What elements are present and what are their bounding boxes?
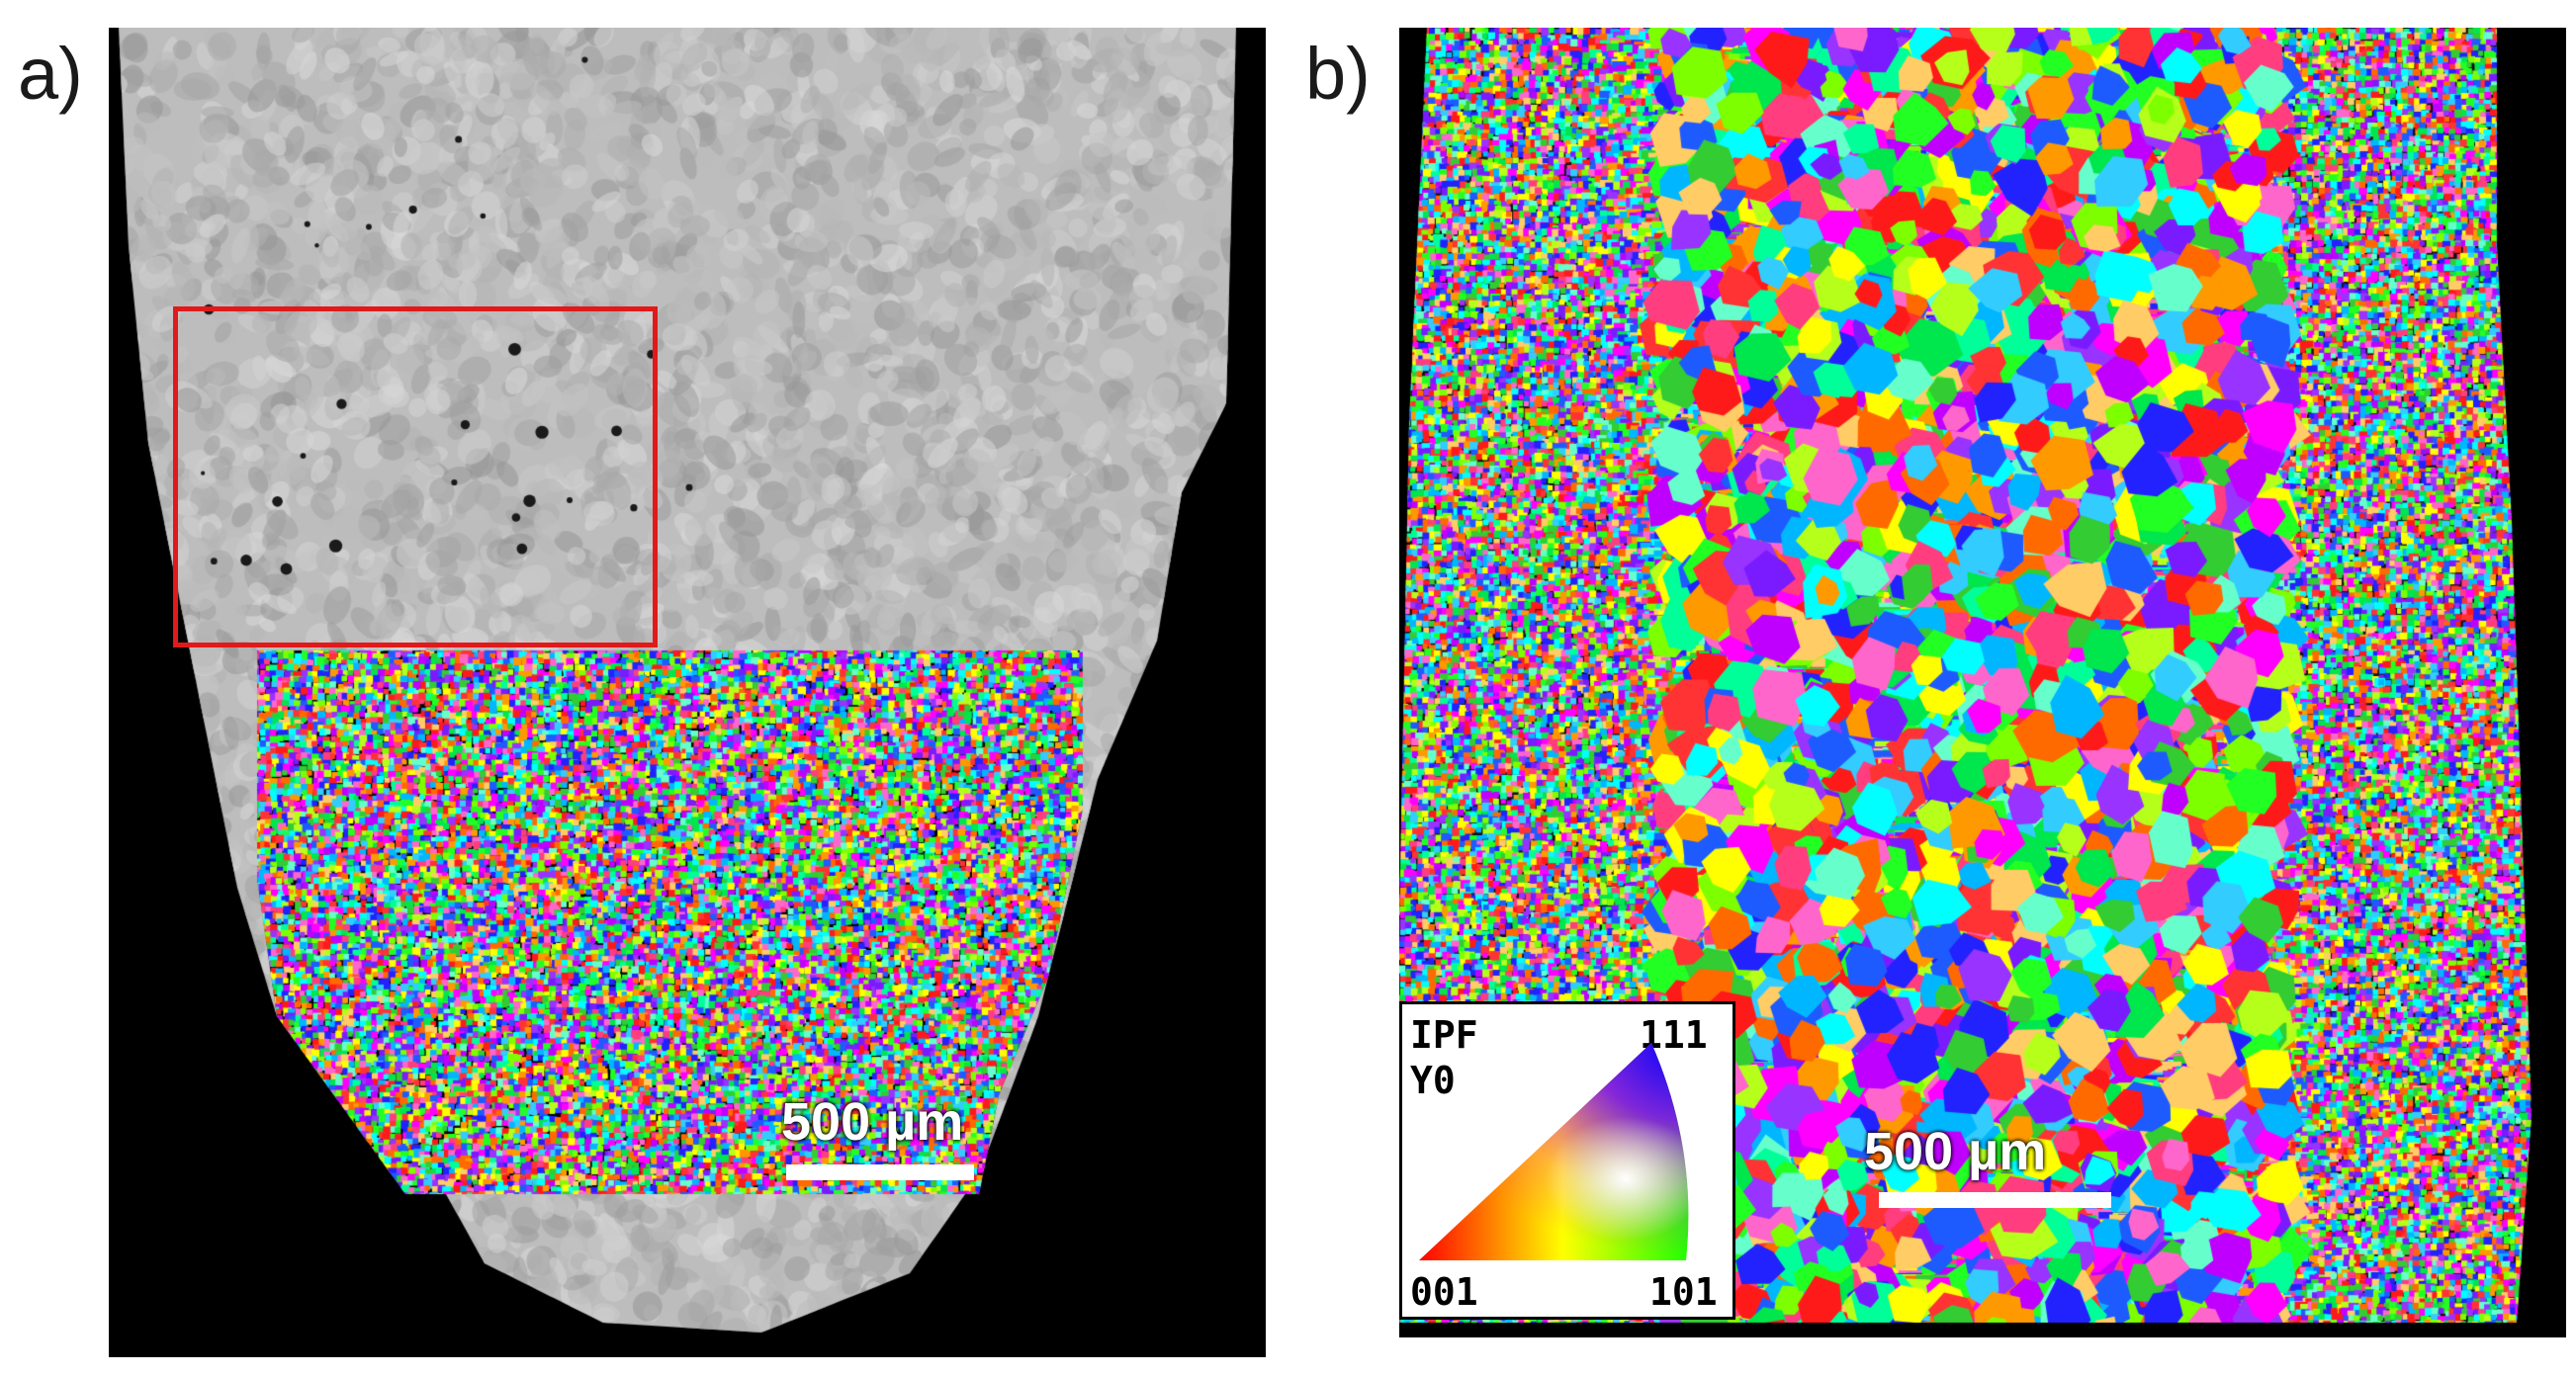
ipf-legend-direction: Y0 (1410, 1059, 1456, 1102)
ipf-corner-101: 101 (1649, 1270, 1718, 1314)
panel-a-label: a) (18, 33, 83, 115)
scale-bar (786, 1164, 974, 1180)
panel-b-ebsd-map: IPF Y0 111 001 101 (1399, 28, 2566, 1337)
panel-b-label: b) (1305, 33, 1371, 115)
panel-a-micrograph: 500 µm (109, 28, 1266, 1357)
scale-bar-label: 500 µm (1864, 1122, 2047, 1181)
scale-bar (1879, 1192, 2111, 1208)
ipf-color-triangle (1419, 1043, 1689, 1260)
ipf-legend-title: IPF (1410, 1013, 1478, 1057)
ipf-corner-001: 001 (1410, 1270, 1478, 1314)
region-of-interest-box (173, 306, 658, 647)
ipf-legend: IPF Y0 111 001 101 (1399, 1001, 1735, 1320)
sem-ebsd-image (109, 28, 1266, 1357)
scale-bar-label: 500 µm (781, 1092, 964, 1152)
